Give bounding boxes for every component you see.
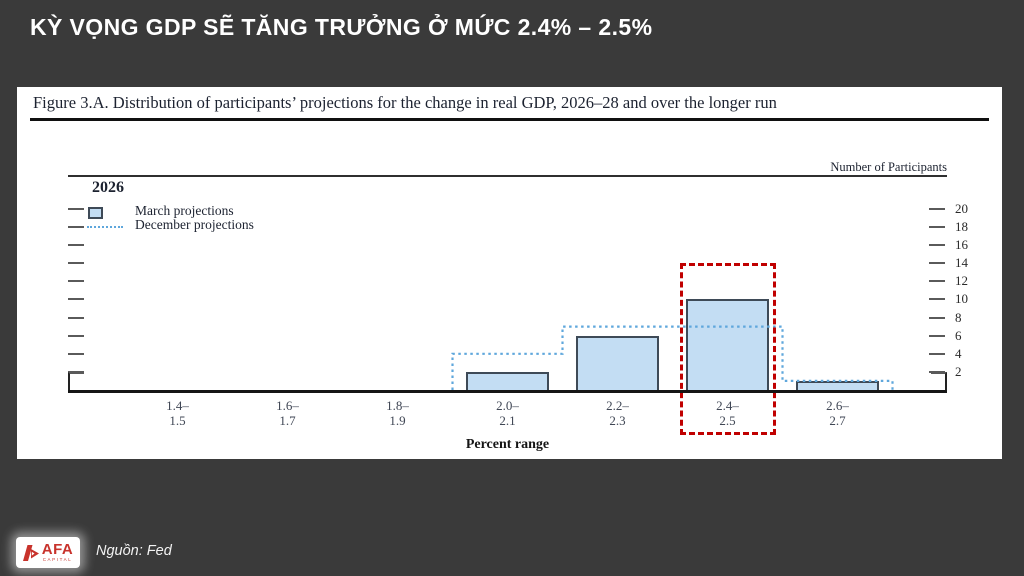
x-tick-label: 2.4– 2.5 bbox=[716, 398, 739, 428]
y-tick-right bbox=[929, 280, 945, 283]
y-tick-right bbox=[929, 334, 945, 337]
chart-top-rule bbox=[68, 175, 947, 177]
page-title: KỲ VỌNG GDP SẼ TĂNG TRƯỞNG Ở MỨC 2.4% – … bbox=[30, 14, 653, 40]
y-tick-label: 8 bbox=[955, 309, 962, 325]
x-axis-title: Percent range bbox=[465, 437, 550, 452]
legend-december-label: December projections bbox=[135, 217, 254, 232]
y-tick-left bbox=[68, 352, 84, 355]
y-tick-label: 16 bbox=[955, 237, 968, 253]
x-tick-label: 1.6– 1.7 bbox=[276, 398, 299, 428]
source-label: Nguồn: Fed bbox=[96, 543, 172, 559]
x-tick-label: 1.8– 1.9 bbox=[386, 398, 409, 428]
y-tick-right bbox=[929, 298, 945, 301]
logo-subtext: CAPITAL bbox=[42, 557, 73, 563]
afa-logo: AFA CAPITAL bbox=[16, 537, 80, 568]
bar bbox=[686, 299, 769, 390]
y-tick-label: 14 bbox=[955, 255, 968, 271]
y-tick-right bbox=[929, 225, 945, 228]
axis-frame-right bbox=[931, 372, 947, 390]
bar bbox=[576, 335, 659, 390]
x-axis-baseline bbox=[68, 390, 947, 393]
figure-panel: Figure 3.A. Distribution of participants… bbox=[17, 87, 1002, 459]
y-tick-label: 4 bbox=[955, 345, 962, 361]
y-tick-label: 6 bbox=[955, 327, 962, 343]
y-tick-left bbox=[68, 298, 84, 301]
right-axis-title: Number of Participants bbox=[830, 160, 947, 174]
y-tick-left bbox=[68, 207, 84, 210]
chart-year-label: 2026 bbox=[92, 179, 124, 196]
y-tick-left bbox=[68, 280, 84, 283]
y-tick-label: 12 bbox=[955, 273, 968, 289]
december-step-line bbox=[451, 325, 894, 390]
figure-title: Figure 3.A. Distribution of participants… bbox=[33, 93, 777, 112]
y-tick-right bbox=[929, 244, 945, 247]
bar bbox=[796, 380, 879, 390]
y-tick-left bbox=[68, 334, 84, 337]
legend-march-swatch bbox=[88, 207, 103, 219]
y-tick-right bbox=[929, 352, 945, 355]
legend-december-dotted-line bbox=[87, 226, 123, 228]
y-tick-right bbox=[929, 207, 945, 210]
logo-text: AFA bbox=[41, 541, 74, 559]
y-tick-left bbox=[68, 370, 84, 373]
y-tick-left bbox=[68, 262, 84, 265]
y-tick-right bbox=[929, 370, 945, 373]
x-tick-label: 2.6– 2.7 bbox=[826, 398, 849, 428]
axis-frame-left bbox=[68, 372, 84, 390]
highlight-box bbox=[679, 263, 776, 435]
y-tick-label: 20 bbox=[955, 200, 968, 216]
y-tick-label: 2 bbox=[955, 363, 962, 379]
logo-arrow-icon bbox=[22, 544, 39, 561]
figure-title-rule bbox=[30, 118, 989, 121]
y-tick-right bbox=[929, 262, 945, 265]
bar bbox=[466, 371, 549, 390]
legend-march-label: March projections bbox=[135, 203, 234, 218]
y-tick-left bbox=[68, 316, 84, 319]
x-tick-label: 2.0– 2.1 bbox=[496, 398, 519, 428]
y-tick-label: 10 bbox=[955, 291, 968, 307]
x-tick-label: 1.4– 1.5 bbox=[166, 398, 189, 428]
y-tick-left bbox=[68, 244, 84, 247]
x-tick-label: 2.2– 2.3 bbox=[606, 398, 629, 428]
y-tick-label: 18 bbox=[955, 218, 968, 234]
y-tick-left bbox=[68, 225, 84, 228]
y-tick-right bbox=[929, 316, 945, 319]
